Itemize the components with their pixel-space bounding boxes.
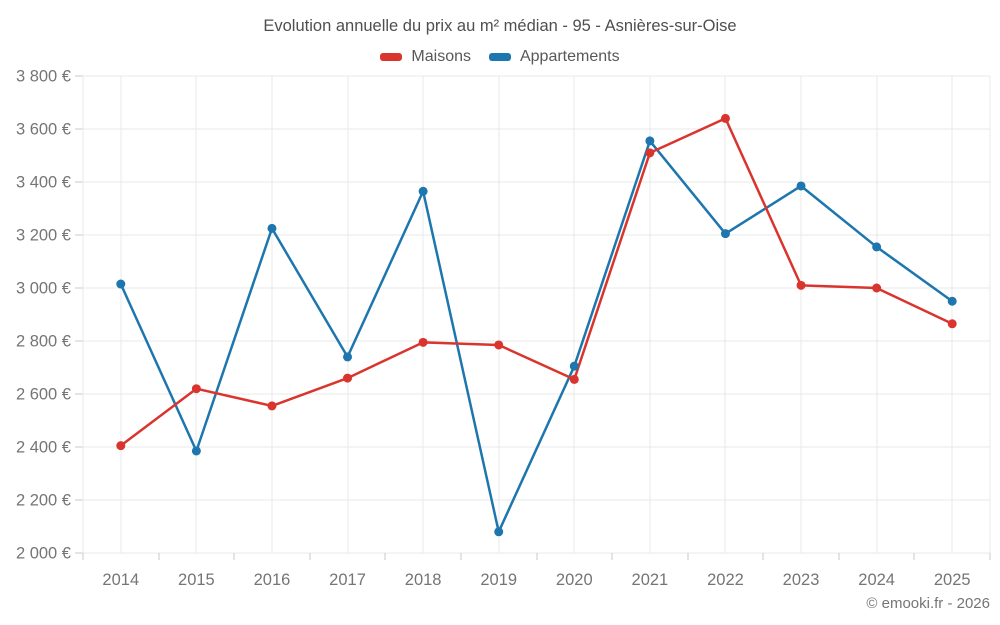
- point-appartements-2021[interactable]: [645, 136, 655, 146]
- series-line-appartements: [119, 139, 954, 534]
- y-axis-label: 3 600 €: [16, 121, 71, 139]
- y-axis-label: 3 000 €: [16, 280, 71, 298]
- x-axis-label: 2023: [783, 571, 820, 589]
- x-axis-label: 2019: [480, 571, 517, 589]
- legend-label-appartements: Appartements: [519, 48, 620, 65]
- appartements-legend-swatch-icon: [488, 53, 511, 61]
- point-appartements-2025[interactable]: [947, 296, 957, 306]
- chart-legend: Maisons Appartements: [0, 48, 1000, 66]
- x-axis-label: 2017: [329, 571, 366, 589]
- x-axis-label: 2018: [405, 571, 442, 589]
- point-maisons-2018[interactable]: [418, 337, 428, 347]
- point-maisons-2016[interactable]: [267, 401, 277, 411]
- y-axis-label: 2 200 €: [16, 492, 71, 510]
- point-maisons-2014[interactable]: [116, 441, 126, 451]
- y-axis-label: 2 400 €: [16, 439, 71, 457]
- point-maisons-2022[interactable]: [720, 113, 730, 123]
- point-appartements-2024[interactable]: [872, 242, 882, 252]
- y-axis-label: 2 000 €: [16, 545, 71, 563]
- y-axis-label: 2 600 €: [16, 386, 71, 404]
- legend-item-maisons[interactable]: Maisons: [380, 48, 471, 66]
- y-axis-label: 3 800 €: [16, 68, 71, 86]
- y-axis-label: 3 200 €: [16, 227, 71, 245]
- point-appartements-2020[interactable]: [569, 361, 579, 371]
- copyright-watermark: © emooki.fr - 2026: [866, 595, 990, 612]
- point-appartements-2015[interactable]: [191, 446, 201, 456]
- point-maisons-2015[interactable]: [191, 384, 201, 394]
- x-axis-label: 2021: [632, 571, 669, 589]
- point-appartements-2019[interactable]: [494, 527, 504, 537]
- point-appartements-2016[interactable]: [267, 223, 277, 233]
- y-axis-label: 3 400 €: [16, 174, 71, 192]
- x-axis-label: 2024: [858, 571, 895, 589]
- x-axis-label: 2022: [707, 571, 744, 589]
- x-axis-label: 2016: [254, 571, 291, 589]
- point-appartements-2023[interactable]: [796, 181, 806, 191]
- point-appartements-2022[interactable]: [720, 229, 730, 239]
- point-appartements-2018[interactable]: [418, 186, 428, 196]
- point-maisons-2025[interactable]: [947, 319, 957, 329]
- legend-label-maisons: Maisons: [411, 48, 471, 65]
- point-maisons-2019[interactable]: [494, 340, 504, 350]
- x-axis-label: 2025: [934, 571, 971, 589]
- legend-item-appartements[interactable]: Appartements: [488, 48, 620, 66]
- point-maisons-2017[interactable]: [343, 373, 353, 383]
- point-appartements-2014[interactable]: [116, 279, 126, 289]
- point-maisons-2021[interactable]: [645, 148, 655, 158]
- point-appartements-2017[interactable]: [343, 352, 353, 362]
- maisons-legend-swatch-icon: [380, 53, 403, 61]
- x-axis-label: 2014: [102, 571, 139, 589]
- point-maisons-2020[interactable]: [569, 374, 579, 384]
- x-axis-label: 2015: [178, 571, 215, 589]
- series-line-maisons: [119, 117, 954, 447]
- chart-title: Evolution annuelle du prix au m² médian …: [263, 17, 737, 35]
- point-maisons-2023[interactable]: [796, 280, 806, 290]
- x-axis-label: 2020: [556, 571, 593, 589]
- point-maisons-2024[interactable]: [872, 283, 882, 293]
- y-axis-label: 2 800 €: [16, 333, 71, 351]
